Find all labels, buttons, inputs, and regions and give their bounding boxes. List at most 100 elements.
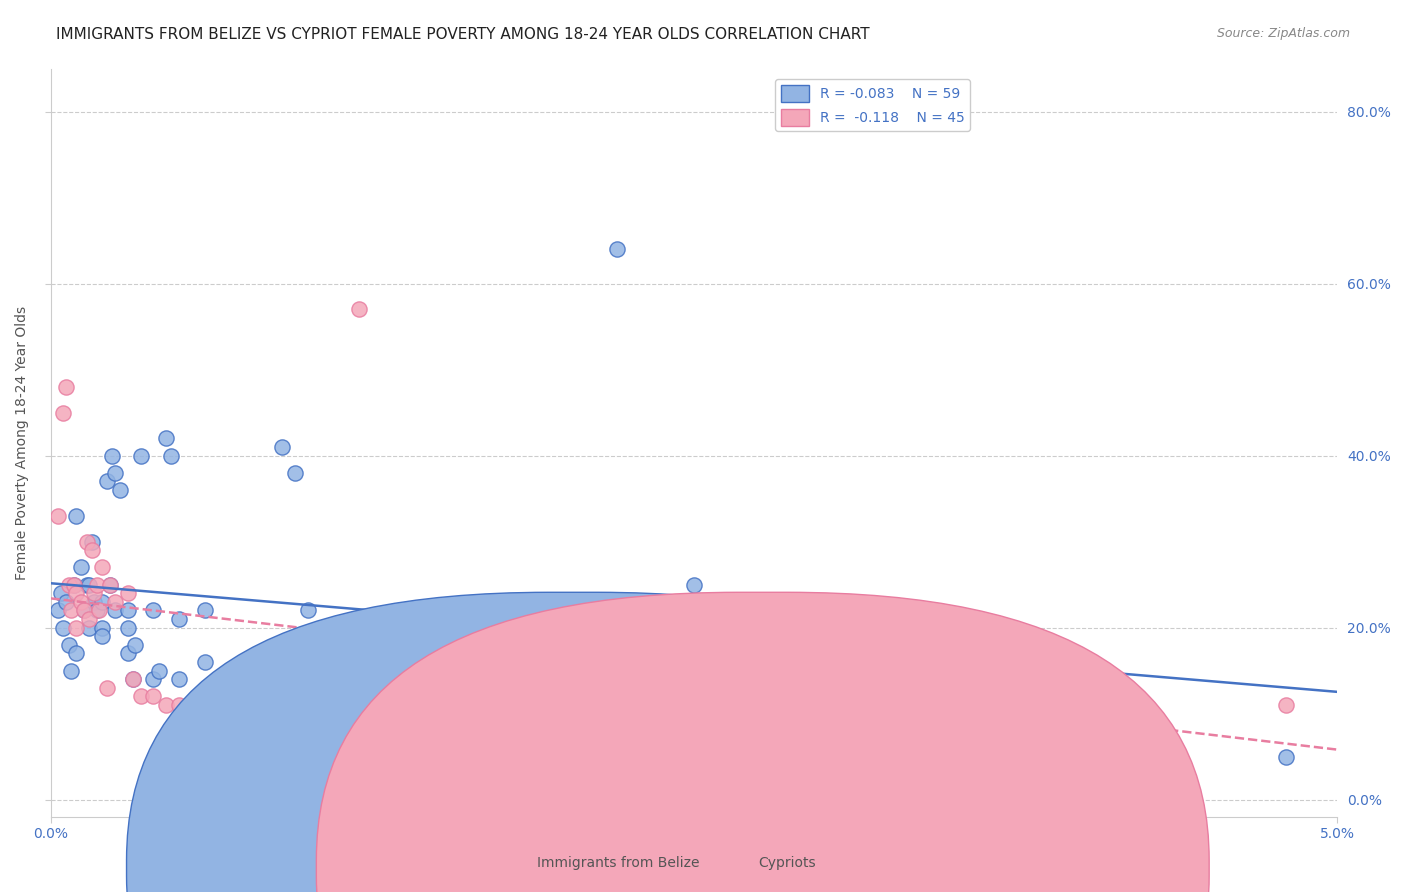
Point: [271, 440, 294, 454]
Point: [55, 380, 77, 394]
Point: [65, 508, 87, 523]
Point: [155, 431, 177, 445]
Point: [124, 638, 146, 652]
Point: [1018, 681, 1040, 695]
Point: [49, 586, 72, 600]
Point: [46, 508, 69, 523]
Point: [811, 698, 834, 712]
Point: [863, 629, 886, 643]
Point: [194, 655, 217, 669]
Point: [1121, 690, 1143, 704]
Point: [96, 681, 118, 695]
Point: [219, 664, 242, 678]
Point: [65, 586, 87, 600]
Point: [80, 543, 103, 558]
Point: [219, 706, 242, 721]
Point: [554, 647, 576, 661]
Point: [167, 612, 190, 626]
Point: [58, 577, 80, 591]
Point: [1275, 749, 1298, 764]
Point: [86, 603, 108, 617]
Point: [426, 673, 449, 687]
Point: [83, 595, 105, 609]
Point: [73, 603, 96, 617]
Point: [98, 577, 121, 591]
Point: [77, 621, 100, 635]
Point: [65, 647, 87, 661]
Point: [349, 664, 371, 678]
Point: [122, 673, 145, 687]
Text: Immigrants from Belize: Immigrants from Belize: [537, 855, 700, 870]
Point: [160, 449, 183, 463]
Point: [148, 664, 170, 678]
Point: [941, 647, 963, 661]
Point: [108, 483, 131, 497]
Point: [104, 595, 127, 609]
Point: [52, 406, 75, 420]
Point: [46, 603, 69, 617]
Point: [55, 595, 77, 609]
Point: [284, 466, 307, 480]
Point: [966, 681, 988, 695]
Point: [117, 603, 139, 617]
Point: [76, 534, 98, 549]
Point: [65, 621, 87, 635]
Point: [167, 673, 190, 687]
Point: [683, 698, 706, 712]
Point: [62, 577, 84, 591]
Point: [86, 577, 108, 591]
Point: [167, 698, 190, 712]
Point: [194, 603, 217, 617]
Point: [96, 475, 118, 489]
Point: [104, 603, 127, 617]
Point: [76, 577, 98, 591]
Point: [554, 698, 576, 712]
Point: [606, 242, 628, 256]
Point: [683, 698, 706, 712]
Point: [142, 673, 165, 687]
Point: [89, 603, 111, 617]
Point: [502, 612, 524, 626]
Point: [91, 595, 114, 609]
Point: [122, 673, 145, 687]
Point: [91, 621, 114, 635]
Point: [58, 638, 80, 652]
Legend: R = -0.083    N = 59, R =  -0.118    N = 45: R = -0.083 N = 59, R = -0.118 N = 45: [775, 79, 970, 131]
Point: [142, 690, 165, 704]
Point: [62, 577, 84, 591]
Point: [502, 673, 524, 687]
Point: [349, 302, 371, 317]
Point: [129, 690, 152, 704]
Point: [426, 681, 449, 695]
Point: [606, 664, 628, 678]
Point: [91, 560, 114, 574]
Point: [73, 603, 96, 617]
Text: IMMIGRANTS FROM BELIZE VS CYPRIOT FEMALE POVERTY AMONG 18-24 YEAR OLDS CORRELATI: IMMIGRANTS FROM BELIZE VS CYPRIOT FEMALE…: [56, 27, 870, 42]
Point: [70, 560, 93, 574]
Point: [759, 655, 782, 669]
Point: [91, 629, 114, 643]
Point: [399, 673, 422, 687]
Point: [77, 612, 100, 626]
Point: [271, 681, 294, 695]
Point: [759, 647, 782, 661]
Point: [60, 603, 83, 617]
Point: [83, 586, 105, 600]
Point: [80, 534, 103, 549]
Point: [117, 647, 139, 661]
Point: [60, 664, 83, 678]
Point: [52, 621, 75, 635]
Point: [1275, 698, 1298, 712]
Point: [1121, 758, 1143, 772]
Text: Source: ZipAtlas.com: Source: ZipAtlas.com: [1216, 27, 1350, 40]
Point: [245, 681, 267, 695]
Point: [98, 577, 121, 591]
Point: [863, 690, 886, 704]
Point: [70, 595, 93, 609]
Y-axis label: Female Poverty Among 18-24 Year Olds: Female Poverty Among 18-24 Year Olds: [15, 306, 30, 580]
Point: [297, 603, 319, 617]
Point: [101, 449, 124, 463]
Point: [297, 706, 319, 721]
Point: [683, 577, 706, 591]
Text: Cypriots: Cypriots: [759, 855, 815, 870]
